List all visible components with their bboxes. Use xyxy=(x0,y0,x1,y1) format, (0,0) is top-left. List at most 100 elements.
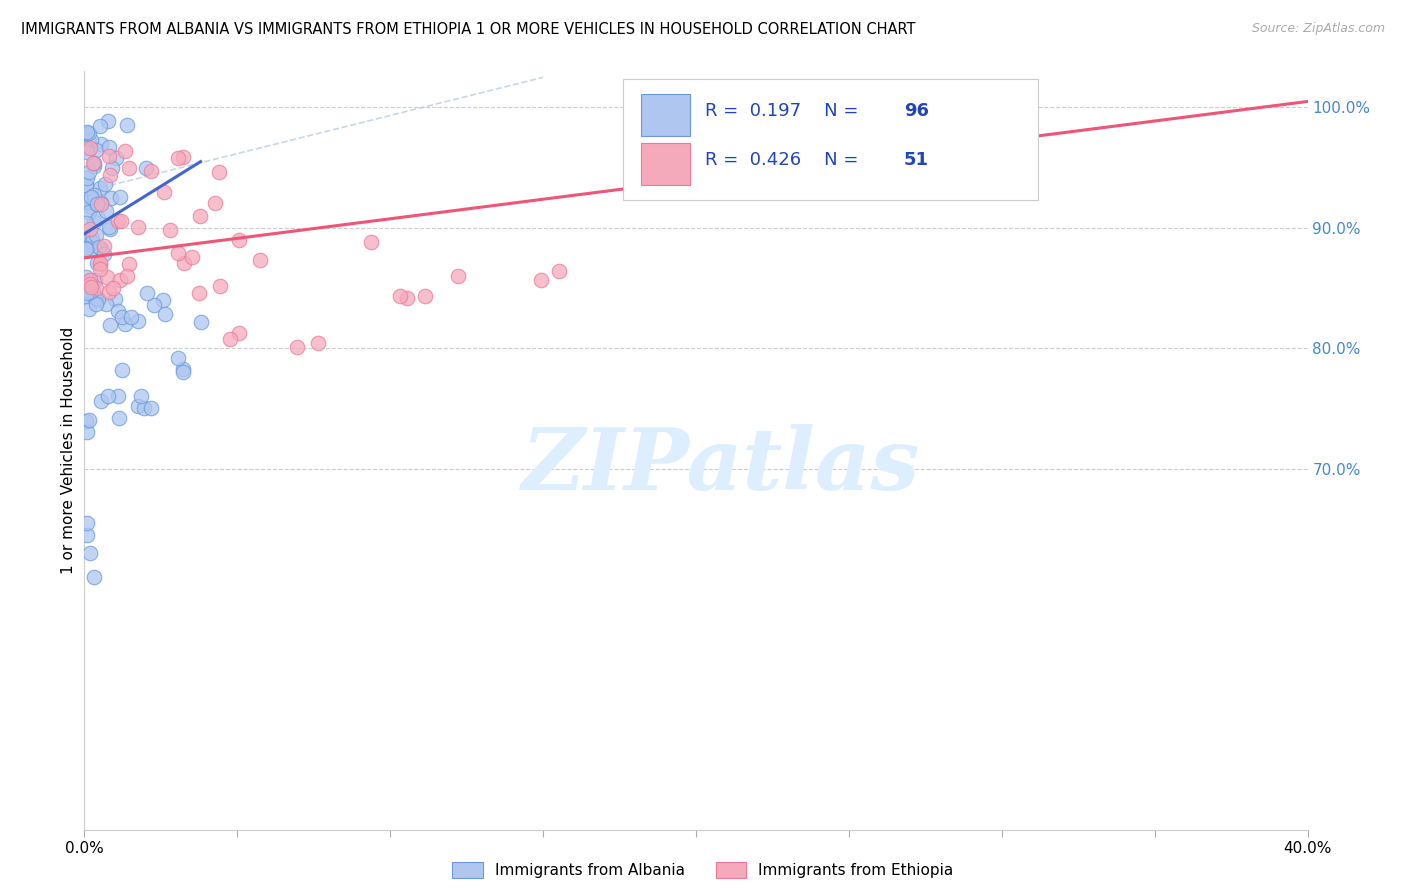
Text: R =  0.197    N =: R = 0.197 N = xyxy=(704,103,863,120)
Point xyxy=(82,285,104,299)
Point xyxy=(80,189,103,203)
Text: IMMIGRANTS FROM ALBANIA VS IMMIGRANTS FROM ETHIOPIA 1 OR MORE VEHICLES IN HOUSEH: IMMIGRANTS FROM ALBANIA VS IMMIGRANTS FR… xyxy=(21,22,915,37)
Point xyxy=(167,152,190,166)
Point xyxy=(75,231,97,245)
Point xyxy=(77,164,100,178)
Point xyxy=(285,340,308,354)
Point xyxy=(75,141,97,155)
Point xyxy=(117,257,139,271)
Point xyxy=(190,315,212,329)
Point xyxy=(90,196,112,211)
Point xyxy=(76,527,98,541)
Point xyxy=(413,289,436,303)
FancyBboxPatch shape xyxy=(641,95,690,136)
Point xyxy=(98,140,121,154)
Point xyxy=(79,141,101,155)
Point xyxy=(118,161,141,175)
Point xyxy=(90,394,112,409)
FancyBboxPatch shape xyxy=(623,79,1039,201)
Point xyxy=(79,273,101,287)
Point xyxy=(96,269,118,284)
Point xyxy=(110,213,132,227)
Point xyxy=(307,335,329,350)
Point xyxy=(107,214,129,228)
Text: Source: ZipAtlas.com: Source: ZipAtlas.com xyxy=(1251,22,1385,36)
Point xyxy=(77,413,100,427)
Point xyxy=(76,516,98,530)
Point xyxy=(75,288,97,302)
Point xyxy=(89,181,111,195)
Point xyxy=(204,195,226,210)
Point xyxy=(89,255,111,269)
Point xyxy=(114,317,136,331)
Point xyxy=(104,151,127,165)
Point xyxy=(135,161,157,175)
Point xyxy=(142,298,165,312)
Point xyxy=(127,220,149,235)
Point xyxy=(166,246,188,260)
Point xyxy=(159,222,181,236)
Point xyxy=(228,326,250,340)
Point xyxy=(76,127,98,141)
Point xyxy=(75,241,97,255)
Point xyxy=(83,192,105,206)
Point xyxy=(80,280,103,294)
Point xyxy=(104,292,127,306)
Text: 96: 96 xyxy=(904,103,929,120)
Point xyxy=(110,310,132,324)
Point xyxy=(98,222,121,236)
Point xyxy=(153,307,176,321)
Point xyxy=(80,235,103,249)
Point xyxy=(98,285,121,299)
Point xyxy=(89,257,111,271)
Point xyxy=(97,389,120,403)
Point xyxy=(107,303,129,318)
Point xyxy=(80,200,103,214)
Point xyxy=(172,365,194,379)
Point xyxy=(139,163,162,178)
Point xyxy=(79,285,101,300)
Point xyxy=(86,197,108,211)
Point xyxy=(86,197,108,211)
Point xyxy=(84,273,107,287)
Point xyxy=(187,285,209,300)
Point xyxy=(101,280,124,294)
Point xyxy=(79,277,101,292)
Point xyxy=(89,136,111,151)
Point xyxy=(97,149,120,163)
Point xyxy=(360,235,382,250)
Point xyxy=(83,570,105,584)
Point xyxy=(80,133,103,147)
Point xyxy=(108,410,131,425)
Point xyxy=(79,546,101,560)
Point xyxy=(96,204,118,219)
Text: R =  0.426    N =: R = 0.426 N = xyxy=(704,152,863,169)
Point xyxy=(127,314,149,328)
Point xyxy=(218,332,240,346)
Point xyxy=(79,126,101,140)
Point xyxy=(89,240,111,254)
Point xyxy=(96,297,118,311)
Point xyxy=(172,150,194,164)
Point xyxy=(82,276,104,290)
Point xyxy=(76,125,98,139)
Point xyxy=(97,113,120,128)
Point xyxy=(84,297,107,311)
Point xyxy=(152,293,174,308)
Point xyxy=(152,186,174,200)
Point xyxy=(77,302,100,317)
Point xyxy=(180,250,202,264)
Point xyxy=(84,228,107,243)
Point xyxy=(129,389,152,403)
Point xyxy=(396,291,419,305)
Point xyxy=(75,243,97,257)
Point xyxy=(93,247,115,261)
Point xyxy=(84,280,107,294)
Point xyxy=(76,425,98,440)
Point xyxy=(134,401,156,416)
Text: ZIPatlas: ZIPatlas xyxy=(522,424,920,508)
Point xyxy=(75,270,97,285)
Point xyxy=(111,362,134,376)
Point xyxy=(83,155,105,169)
Point xyxy=(172,362,194,376)
